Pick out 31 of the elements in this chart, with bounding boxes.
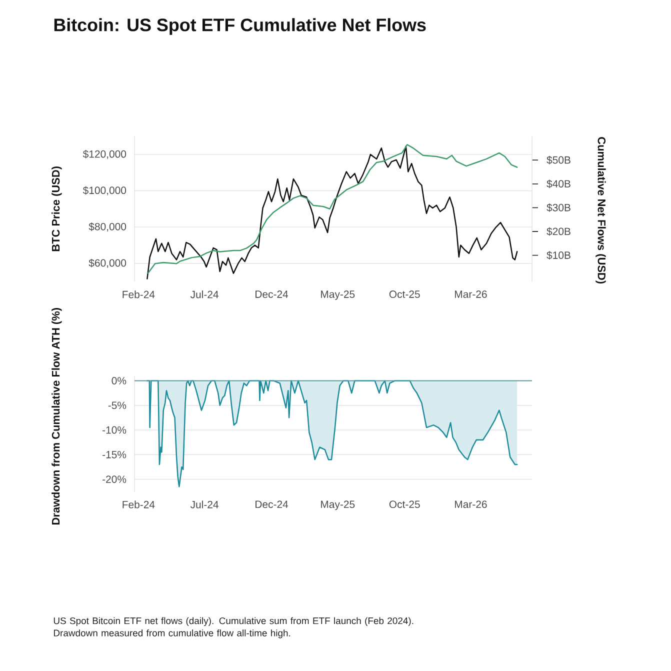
y2-tick-label: $10B bbox=[546, 251, 570, 260]
x-tick-label: Dec-24 bbox=[256, 290, 288, 298]
x-tick-label: Jul-24 bbox=[190, 500, 218, 508]
x-tick-label: Oct-25 bbox=[389, 500, 420, 508]
x-tick-label: May-25 bbox=[321, 290, 355, 300]
y-tick-label: -5% bbox=[108, 402, 126, 410]
y-axis-title: Drawdown from Cumulative Flow ATH (%) bbox=[52, 308, 62, 524]
y2-tick-label: $50B bbox=[546, 156, 570, 164]
y2-axis-title: Cumulative Net Flows (USD) bbox=[596, 137, 606, 284]
x-tick-label: Oct-25 bbox=[389, 290, 420, 298]
x-tick-label: May-25 bbox=[321, 500, 355, 510]
x-tick-label: Mar-26 bbox=[455, 290, 487, 298]
x-tick-label: Jul-24 bbox=[190, 290, 218, 298]
y-tick-label: -15% bbox=[102, 450, 126, 458]
y2-tick-label: $30B bbox=[546, 203, 570, 212]
y-tick-label: $120,000 bbox=[82, 150, 126, 159]
y2-tick-label: $40B bbox=[546, 180, 570, 188]
y-axis-title: BTC Price (USD) bbox=[52, 166, 62, 252]
y-tick-label: -10% bbox=[102, 426, 126, 434]
y-tick-label: 0% bbox=[112, 377, 126, 384]
x-tick-label: Mar-26 bbox=[455, 500, 487, 508]
text: US Spot Bitcoin ETF net flows (daily). Cumulative sum from ETF launch (Feb 2024). Drawdown measured from cumulative flow all-time high. bbox=[54, 617, 414, 638]
y-tick-label: $60,000 bbox=[88, 258, 126, 268]
y2-tick-label: $20B bbox=[546, 227, 570, 236]
y-tick-label: -20% bbox=[102, 476, 126, 483]
x-tick-label: Feb-24 bbox=[122, 290, 155, 298]
y-tick-label: $100,000 bbox=[82, 186, 126, 196]
x-tick-label: Dec-24 bbox=[256, 500, 288, 508]
y-tick-label: $80,000 bbox=[88, 222, 126, 232]
chart-title: Bitcoin: US Spot ETF Cumulative Net Flows bbox=[54, 18, 426, 35]
x-tick-label: Feb-24 bbox=[122, 500, 155, 508]
